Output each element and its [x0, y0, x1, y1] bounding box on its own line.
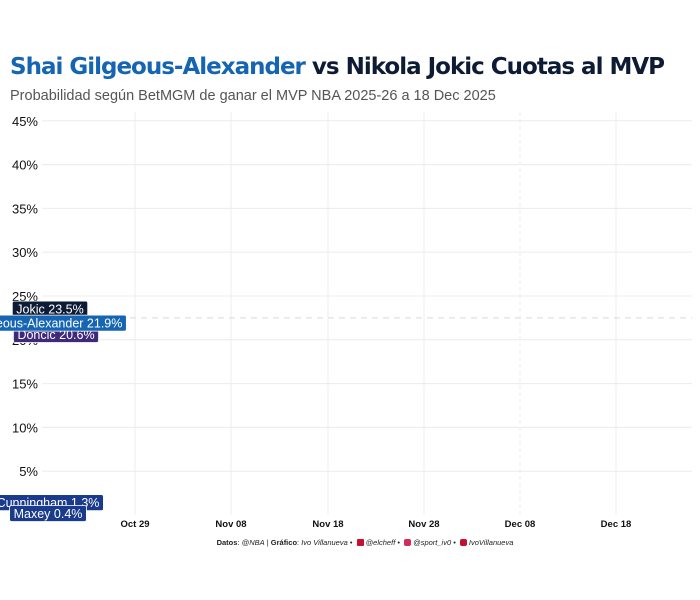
x-tick-label: Nov 08 — [215, 519, 246, 530]
caption-chart-label: Gráfico — [270, 538, 298, 547]
x-tick-label: Oct 29 — [120, 519, 149, 530]
title-player-one: Shai Gilgeous-Alexander — [10, 54, 306, 80]
x-tick-label: Nov 28 — [408, 519, 439, 530]
series-label-text: Gilgeous-Alexander 21.9% — [0, 317, 122, 331]
x-tick-label: Dec 18 — [601, 519, 632, 530]
series-label-maxey: Maxey 0.4% — [9, 505, 87, 522]
chart-caption: Datos: @NBA | Gráfico: Ivo Villanueva • … — [216, 538, 514, 547]
series-label-gilgeous-alexander: Gilgeous-Alexander 21.9% — [0, 314, 127, 332]
series-label-jokic: Jokic 23.5% — [11, 300, 89, 318]
chart-subtitle: Probabilidad según BetMGM de ganar el MV… — [10, 88, 496, 104]
y-tick-label: 40% — [12, 158, 38, 173]
y-tick-label: 35% — [12, 201, 38, 216]
caption-handle-x[interactable]: @elcheff — [365, 538, 396, 547]
caption-handle-youtube[interactable]: IvoVillanueva — [468, 538, 514, 547]
grid-layer — [42, 112, 692, 515]
y-tick-label: 25% — [12, 289, 38, 304]
chart-title: Shai Gilgeous-Alexander vs Nikola Jokic … — [10, 54, 665, 80]
series-label-box — [9, 505, 87, 522]
youtube-icon — [459, 539, 467, 546]
x-tick-label: Dec 08 — [505, 519, 536, 530]
y-tick-label: 45% — [12, 114, 38, 129]
instagram-icon — [404, 539, 412, 546]
caption-author: Ivo Villanueva — [301, 538, 348, 547]
series-label-text: Maxey 0.4% — [14, 507, 83, 521]
y-tick-label: 30% — [12, 245, 38, 260]
y-tick-label: 5% — [19, 464, 38, 479]
y-tick-label: 10% — [12, 420, 38, 435]
series-label-text: Jokic 23.5% — [16, 303, 83, 317]
caption-data-label: Datos — [216, 538, 238, 547]
caption-data-value: @NBA — [241, 538, 265, 547]
x-tick-layer: Oct 29 Nov 08 Nov 18 Nov 28 Dec 08 Dec 18 — [120, 519, 631, 530]
title-rest: vs Nikola Jokic Cuotas al MVP — [304, 54, 665, 80]
series-label-layer: Doncic 20.6%Jokic 23.5%Gilgeous-Alexande… — [0, 300, 127, 522]
caption-handle-instagram[interactable]: @sport_iv0 — [413, 538, 452, 547]
y-tick-label: 15% — [12, 377, 38, 392]
x-tick-label: Nov 18 — [312, 519, 343, 530]
y-tick-layer: 5%10%15%20%25%30%35%40%45% — [12, 114, 38, 479]
series-label-box — [0, 314, 127, 332]
caption-separator: | — [264, 538, 271, 547]
x-icon — [356, 539, 364, 546]
